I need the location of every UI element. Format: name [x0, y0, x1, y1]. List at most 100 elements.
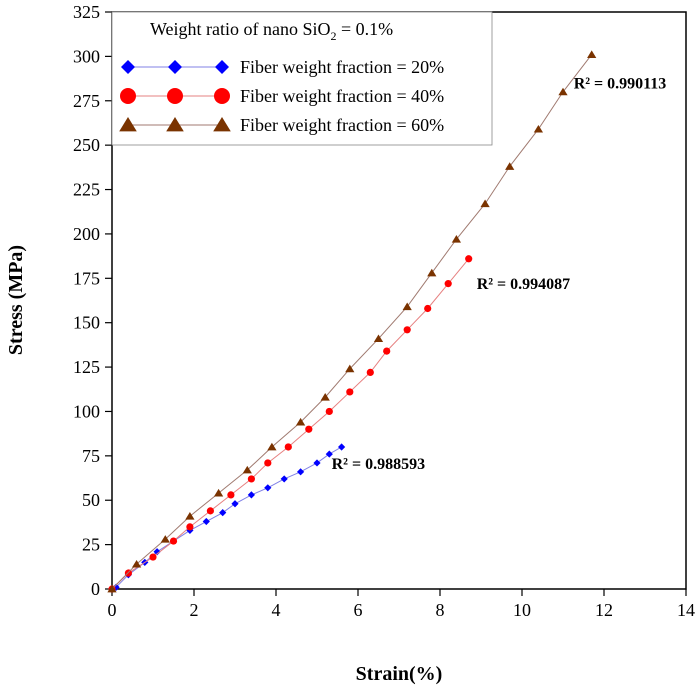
data-point	[297, 468, 305, 476]
data-point	[465, 255, 473, 263]
legend-marker	[120, 88, 136, 104]
series-1	[108, 443, 346, 593]
legend: Weight ratio of nano SiO2 = 0.1% Fiber w…	[111, 11, 493, 146]
data-point	[295, 417, 306, 426]
data-point	[213, 488, 224, 497]
data-point	[264, 459, 272, 467]
data-point	[149, 553, 157, 561]
x-tick-label: 4	[272, 600, 281, 620]
y-tick-label: 75	[82, 446, 100, 466]
legend-marker	[215, 60, 229, 74]
data-point	[383, 347, 391, 355]
legend-title-suffix: = 0.1%	[337, 19, 394, 39]
data-point	[206, 507, 214, 515]
legend-label: Fiber weight fraction = 60%	[240, 115, 444, 135]
data-point	[247, 475, 255, 483]
y-tick-label: 25	[82, 535, 100, 555]
legend-marker	[121, 60, 135, 74]
legend-entry-2: Fiber weight fraction = 40%	[120, 86, 444, 106]
y-tick-label: 125	[73, 357, 100, 377]
y-tick-label: 300	[73, 46, 100, 66]
legend-label: Fiber weight fraction = 40%	[240, 86, 444, 106]
y-axis-ticks: 0 25 50 75 100 125 150 175 200 225 250 275 300 325	[73, 2, 112, 599]
data-point	[373, 334, 384, 343]
legend-label: Fiber weight fraction = 20%	[240, 57, 444, 77]
x-tick-label: 6	[354, 600, 363, 620]
data-point	[202, 517, 210, 526]
r2-label-series-2: R² = 0.994087	[477, 276, 570, 293]
legend-entries: Fiber weight fraction = 20% Fiber weight …	[119, 57, 444, 135]
data-point	[313, 459, 321, 467]
data-point	[284, 443, 292, 451]
y-tick-label: 325	[73, 2, 100, 22]
y-tick-label: 0	[91, 579, 100, 599]
data-point	[451, 235, 462, 243]
r2-label-series-3: R² = 0.990113	[574, 76, 667, 93]
legend-entry-1: Fiber weight fraction = 20%	[121, 57, 444, 77]
data-point	[320, 393, 330, 401]
data-point	[242, 465, 252, 474]
y-axis-label: Stress (MPa)	[5, 245, 27, 355]
data-point	[160, 535, 170, 543]
legend-title-prefix: Weight ratio of nano SiO	[150, 19, 331, 39]
legend-marker	[166, 117, 184, 132]
y-tick-label: 100	[73, 401, 100, 421]
legend-marker	[213, 117, 231, 132]
x-tick-label: 12	[595, 600, 613, 620]
legend-title: Weight ratio of nano SiO2 = 0.1%	[150, 19, 393, 43]
x-tick-label: 0	[108, 600, 117, 620]
legend-title-subscript: 2	[331, 29, 337, 43]
r2-annotations: R² = 0.988593 R² = 0.994087 R² = 0.990113	[332, 76, 667, 473]
y-tick-label: 50	[82, 490, 100, 510]
y-tick-label: 175	[73, 268, 100, 288]
data-point	[366, 368, 374, 377]
r2-label-series-1: R² = 0.988593	[332, 456, 425, 473]
data-point	[247, 491, 255, 499]
data-point	[305, 425, 313, 433]
data-point	[267, 442, 277, 451]
series-line	[111, 446, 342, 590]
data-point	[505, 162, 515, 170]
data-point	[227, 491, 235, 499]
series-layer	[107, 50, 597, 593]
legend-marker	[167, 88, 183, 104]
data-point	[480, 199, 490, 208]
data-point	[185, 512, 195, 520]
legend-entry-3: Fiber weight fraction = 60%	[119, 115, 444, 135]
y-tick-label: 150	[73, 313, 100, 333]
data-point	[424, 304, 432, 313]
data-point	[402, 302, 412, 311]
data-point	[346, 388, 354, 396]
legend-marker	[119, 117, 137, 132]
y-tick-label: 275	[73, 91, 100, 111]
legend-marker	[214, 88, 230, 104]
x-tick-label: 8	[436, 600, 445, 620]
data-point	[338, 443, 346, 451]
data-point	[325, 450, 333, 458]
data-point	[219, 509, 227, 517]
data-point	[587, 50, 597, 58]
data-point	[153, 548, 161, 556]
data-point	[107, 584, 117, 593]
x-tick-label: 10	[513, 600, 531, 620]
data-point	[403, 326, 411, 334]
y-tick-label: 200	[73, 224, 100, 244]
x-tick-label: 2	[190, 600, 199, 620]
data-point	[325, 407, 333, 416]
y-tick-label: 225	[73, 180, 100, 200]
data-point	[444, 280, 452, 288]
x-axis-ticks: 0 2 4 6 8 10 12 14	[108, 589, 695, 620]
x-axis-label: Strain(%)	[356, 663, 443, 685]
data-point	[280, 475, 288, 483]
data-point	[427, 268, 437, 277]
series-3	[107, 50, 597, 593]
data-point	[169, 537, 178, 545]
legend-marker	[168, 60, 182, 74]
data-point	[131, 559, 142, 568]
data-point	[231, 500, 239, 508]
data-point	[264, 484, 272, 492]
data-point	[558, 87, 568, 96]
data-point	[186, 523, 194, 531]
data-point	[533, 124, 544, 133]
